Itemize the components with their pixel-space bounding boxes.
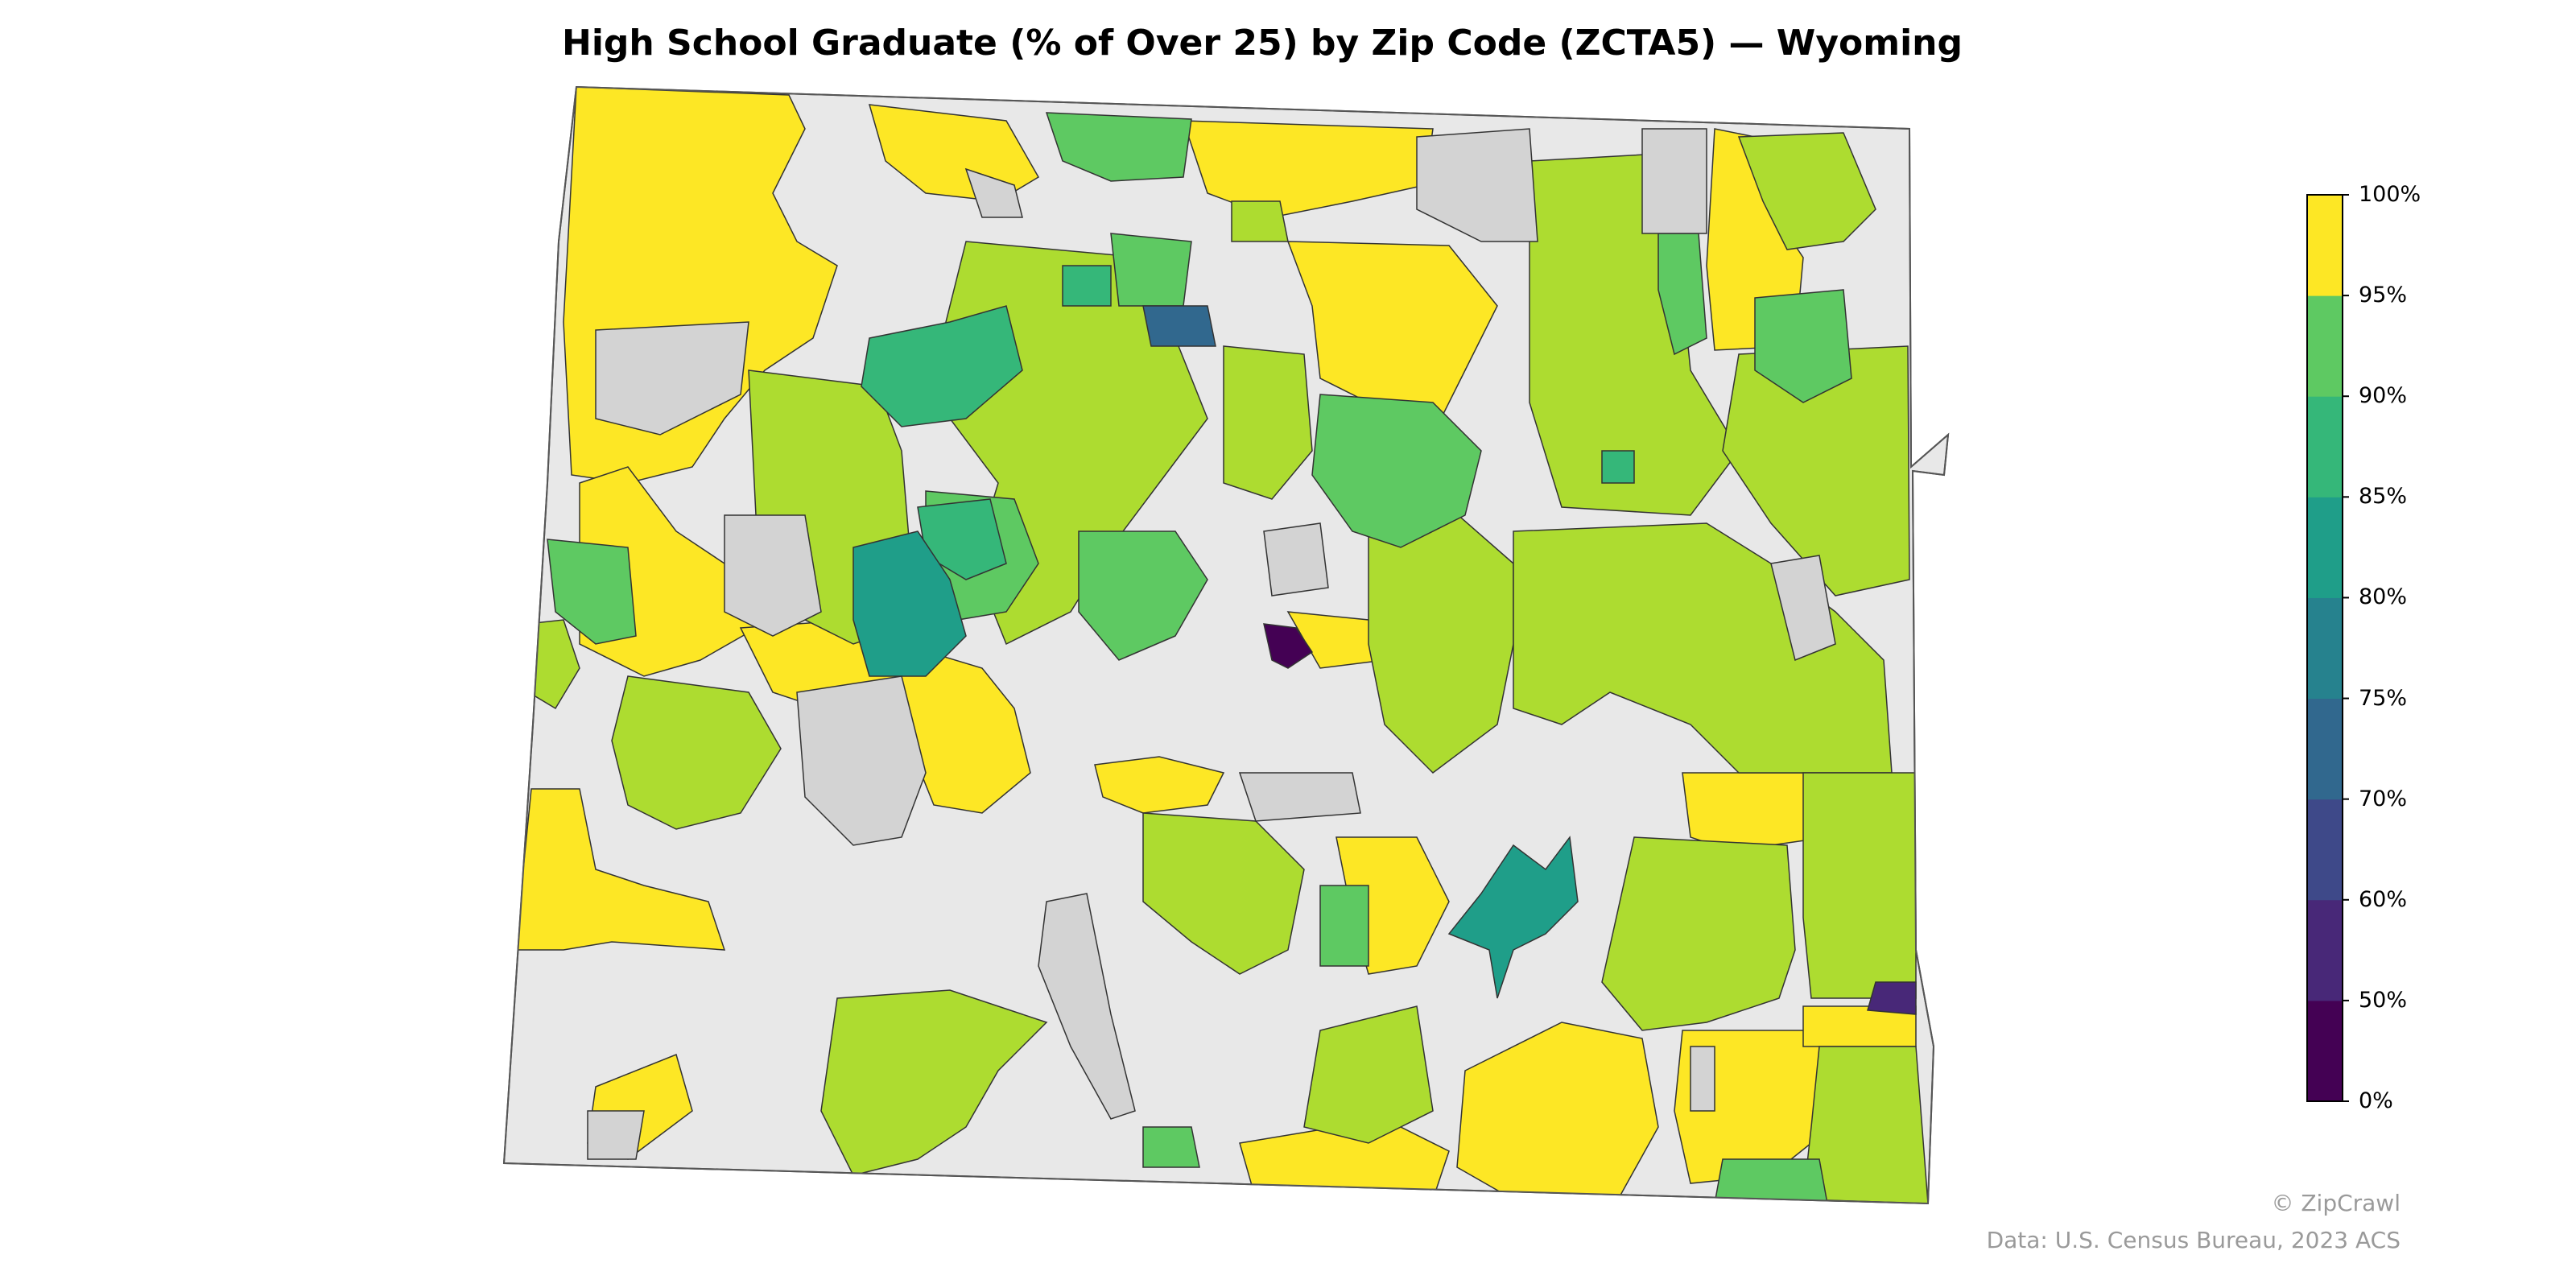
zcta-region (547, 539, 637, 645)
colorbar-frame (2306, 194, 2343, 1102)
zcta-region (514, 788, 726, 951)
colorbar-tick-label: 95% (2359, 283, 2408, 308)
zcta-region (1737, 132, 1876, 250)
colorbar-tick-label: 60% (2359, 886, 2408, 912)
zcta-region (1303, 1005, 1434, 1144)
zcta-region (1223, 345, 1313, 500)
zcta-region (1416, 128, 1538, 242)
zcta-region (1045, 112, 1192, 182)
zcta-region (1319, 885, 1369, 967)
zcta-region (861, 305, 1023, 427)
colorbar-tick-label: 70% (2359, 786, 2408, 811)
zcta-region (1094, 756, 1225, 814)
zcta-region (1447, 836, 1579, 999)
zcta-region (1456, 1022, 1659, 1200)
brand-credit: © ZipCrawl (2271, 1190, 2401, 1216)
colorbar (2306, 194, 2349, 1102)
colorbar-segment (2307, 396, 2343, 497)
zcta-region (796, 675, 927, 846)
zcta-region (1263, 522, 1329, 597)
zcta-region (1142, 812, 1305, 975)
zcta-region (1722, 345, 1910, 597)
zcta-region (1641, 128, 1707, 234)
zcta-region (587, 1110, 645, 1160)
colorbar-tick-label: 80% (2359, 584, 2408, 610)
zcta-region (964, 167, 1023, 218)
zcta-region (1714, 1158, 1828, 1203)
zcta-region (1690, 1046, 1715, 1112)
colorbar-tick-label: 85% (2359, 484, 2408, 510)
colorbar-segment (2307, 698, 2343, 800)
zcta-region (820, 989, 1048, 1176)
zcta-region (724, 514, 822, 637)
source-credit: Data: U.S. Census Bureau, 2023 ACS (1986, 1227, 2401, 1253)
zcta-region (1110, 233, 1192, 307)
zcta-region (1182, 120, 1434, 218)
colorbar-tick-label: 75% (2359, 685, 2408, 711)
zcta-region (1867, 981, 1917, 1015)
colorbar-segment (2307, 497, 2343, 598)
colorbar-segment (2307, 799, 2343, 901)
zcta-region (1770, 555, 1836, 662)
colorbar-tick-label: 90% (2359, 383, 2408, 409)
zcta-region (595, 321, 749, 436)
colorbar-tick-label: 50% (2359, 987, 2408, 1013)
zcta-region (1062, 265, 1112, 307)
zcta-region (1078, 530, 1208, 661)
zcta-region (1207, 1183, 1232, 1203)
colorbar-segment (2307, 195, 2343, 296)
zcta-region (1038, 893, 1136, 1120)
colorbar-tick-label: 0% (2359, 1088, 2393, 1113)
zcta-region (1368, 506, 1514, 774)
zcta-region (852, 530, 967, 677)
zcta-region (1263, 623, 1314, 669)
colorbar-tick-label: 100% (2359, 182, 2421, 207)
colorbar-segment (2307, 1000, 2343, 1102)
zcta-region (1142, 305, 1216, 347)
zcta-region (1601, 836, 1796, 1031)
zcta-region (611, 675, 782, 830)
zcta-region (1142, 1126, 1200, 1168)
zcta-region (1601, 450, 1635, 484)
map-title: High School Graduate (% of Over 25) by Z… (562, 23, 1963, 64)
colorbar-segment (2307, 295, 2343, 397)
zcta-region (1754, 289, 1852, 403)
zcta-region (1231, 200, 1289, 242)
zcta-region (1238, 772, 1361, 822)
colorbar-segment (2307, 597, 2343, 700)
zcta-region (1311, 394, 1482, 548)
colorbar-segment (2307, 899, 2343, 1001)
zcta-region (1802, 772, 1917, 999)
